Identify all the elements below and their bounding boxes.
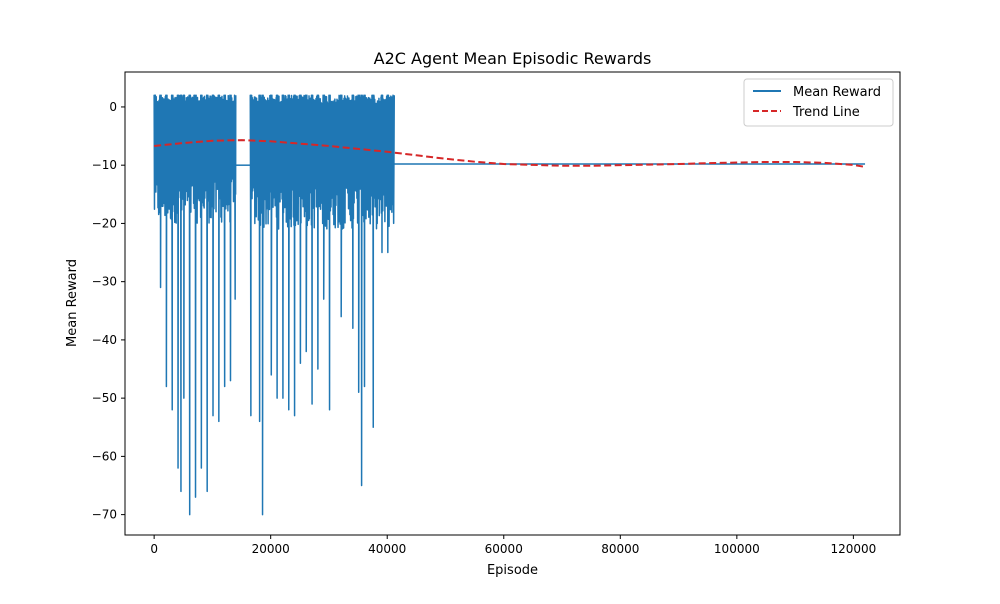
x-tick-label: 40000 xyxy=(368,542,406,556)
y-tick-label: −40 xyxy=(92,333,117,347)
plot-area xyxy=(124,71,901,536)
x-tick-label: 60000 xyxy=(485,542,523,556)
y-tick-label: −30 xyxy=(92,275,117,289)
y-tick-label: −70 xyxy=(92,508,117,522)
trend-line-series xyxy=(154,139,866,168)
x-tick-label: 120000 xyxy=(830,542,876,556)
y-tick-label: −60 xyxy=(92,449,117,463)
y-axis-ticks: 0 −10 −20 −30 −40 −50 −60 −70 xyxy=(92,100,125,522)
x-axis-label: Episode xyxy=(487,563,538,578)
x-tick-label: 100000 xyxy=(714,542,760,556)
mean-reward-segment-2 xyxy=(249,94,395,516)
x-tick-label: 0 xyxy=(150,542,158,556)
trend-line xyxy=(154,139,866,168)
mean-reward-segment-0 xyxy=(153,94,237,516)
legend: Mean Reward Trend Line xyxy=(743,78,894,127)
chart-title: A2C Agent Mean Episodic Rewards xyxy=(374,49,652,68)
legend-label-mean-reward: Mean Reward xyxy=(793,85,881,100)
legend-box xyxy=(743,78,894,127)
x-tick-label: 20000 xyxy=(252,542,290,556)
y-tick-label: −10 xyxy=(92,158,117,172)
x-axis-ticks: 0 20000 40000 60000 80000 100000 120000 xyxy=(150,535,876,556)
mean-reward-series xyxy=(153,94,866,516)
y-tick-label: 0 xyxy=(109,100,117,114)
y-tick-label: −20 xyxy=(92,216,117,230)
y-axis-label: Mean Reward xyxy=(65,259,80,347)
x-tick-label: 80000 xyxy=(601,542,639,556)
y-tick-label: −50 xyxy=(92,391,117,405)
legend-label-trend-line: Trend Line xyxy=(792,105,860,120)
